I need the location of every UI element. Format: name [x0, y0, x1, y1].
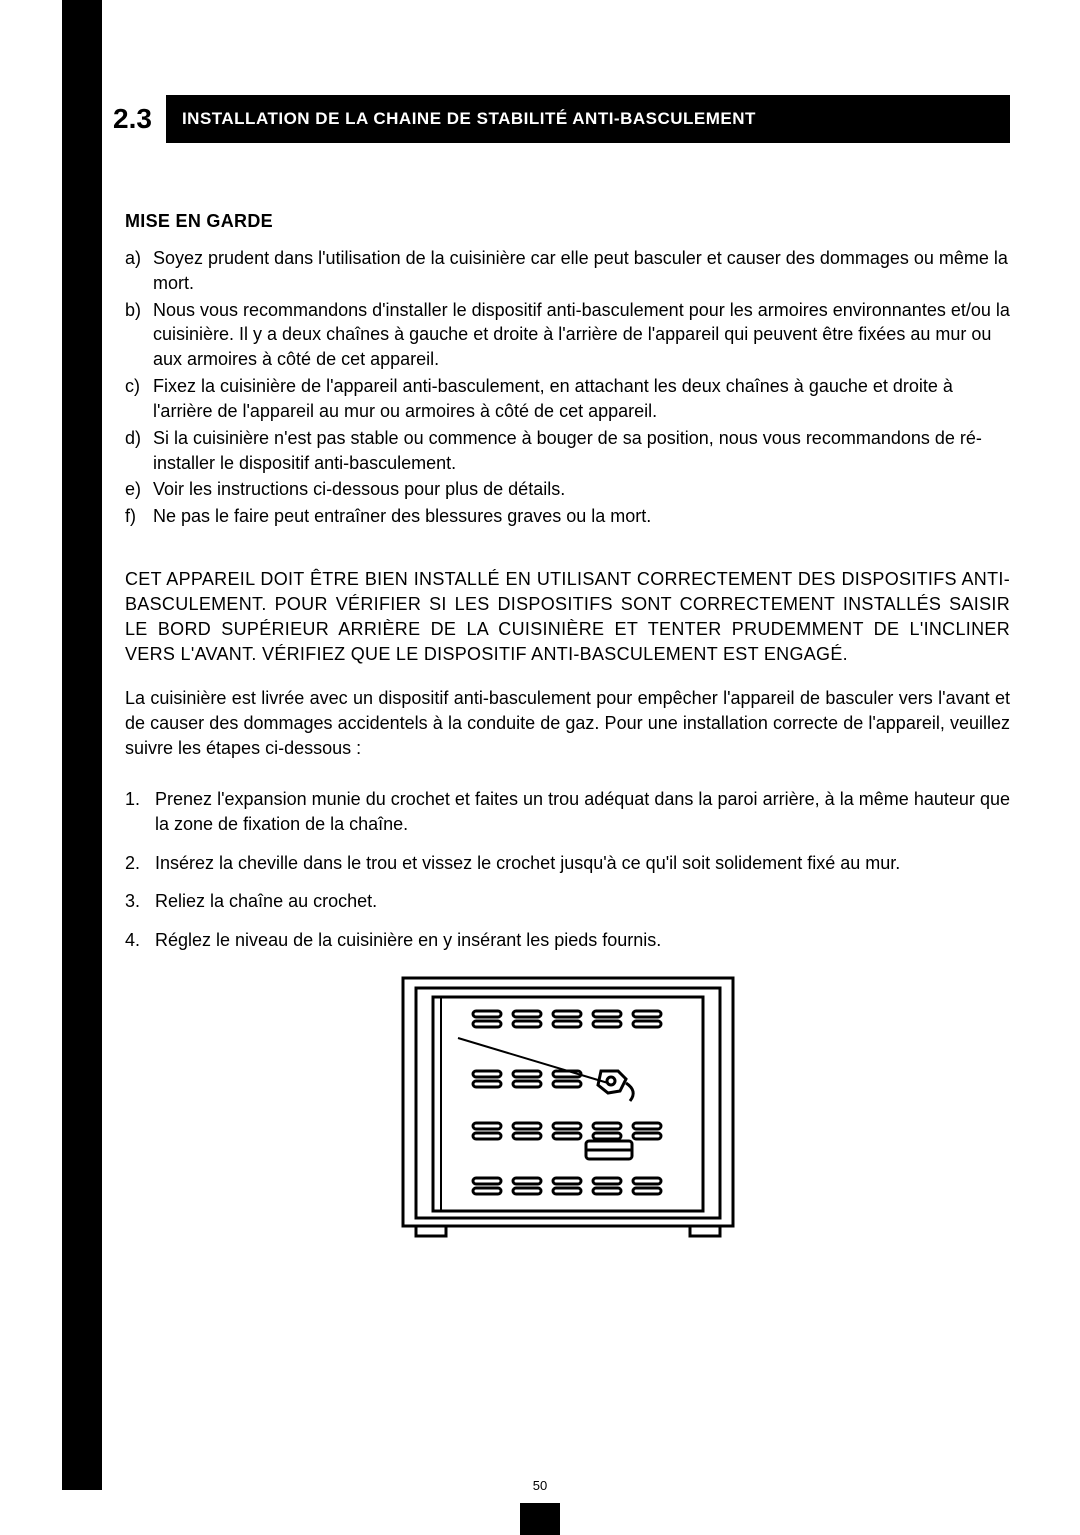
item-text: Ne pas le faire peut entraîner des bless… — [153, 504, 1010, 529]
content-area: 2.3 INSTALLATION DE LA CHAINE DE STABILI… — [125, 95, 1010, 1238]
step-marker: 4. — [125, 928, 155, 953]
step-text: Réglez le niveau de la cuisinière en y i… — [155, 928, 1010, 953]
item-text: Nous vous recommandons d'installer le di… — [153, 298, 1010, 372]
warning-item: c) Fixez la cuisinière de l'appareil ant… — [125, 374, 1010, 424]
warning-item: d) Si la cuisinière n'est pas stable ou … — [125, 426, 1010, 476]
intro-paragraph: La cuisinière est livrée avec un disposi… — [125, 686, 1010, 760]
step-text: Insérez la cheville dans le trou et viss… — [155, 851, 1010, 876]
step-item: 3. Reliez la chaîne au crochet. — [125, 889, 1010, 914]
item-marker: b) — [125, 298, 153, 372]
steps-list: 1. Prenez l'expansion munie du crochet e… — [125, 787, 1010, 953]
warning-item: e) Voir les instructions ci-dessous pour… — [125, 477, 1010, 502]
section-title: INSTALLATION DE LA CHAINE DE STABILITÉ A… — [166, 95, 1010, 143]
section-number: 2.3 — [105, 95, 166, 143]
item-text: Fixez la cuisinière de l'appareil anti-b… — [153, 374, 1010, 424]
warning-item: f) Ne pas le faire peut entraîner des bl… — [125, 504, 1010, 529]
manual-page: 2.3 INSTALLATION DE LA CHAINE DE STABILI… — [0, 0, 1080, 1535]
step-marker: 3. — [125, 889, 155, 914]
item-text: Si la cuisinière n'est pas stable ou com… — [153, 426, 1010, 476]
warning-item: a) Soyez prudent dans l'utilisation de l… — [125, 246, 1010, 296]
item-marker: f) — [125, 504, 153, 529]
item-marker: d) — [125, 426, 153, 476]
step-text: Prenez l'expansion munie du crochet et f… — [155, 787, 1010, 837]
warning-list: a) Soyez prudent dans l'utilisation de l… — [125, 246, 1010, 529]
sidebar-decoration — [62, 0, 102, 1490]
step-item: 1. Prenez l'expansion munie du crochet e… — [125, 787, 1010, 837]
item-marker: a) — [125, 246, 153, 296]
item-text: Voir les instructions ci-dessous pour pl… — [153, 477, 1010, 502]
step-marker: 1. — [125, 787, 155, 837]
bottom-tab-decoration — [520, 1503, 560, 1535]
item-marker: e) — [125, 477, 153, 502]
section-header: 2.3 INSTALLATION DE LA CHAINE DE STABILI… — [105, 95, 1010, 143]
item-marker: c) — [125, 374, 153, 424]
step-text: Reliez la chaîne au crochet. — [155, 889, 1010, 914]
diagram-container — [125, 973, 1010, 1238]
cooker-back-diagram-icon — [398, 973, 738, 1238]
step-marker: 2. — [125, 851, 155, 876]
warning-item: b) Nous vous recommandons d'installer le… — [125, 298, 1010, 372]
warning-heading: MISE EN GARDE — [125, 211, 1010, 232]
step-item: 4. Réglez le niveau de la cuisinière en … — [125, 928, 1010, 953]
caps-warning-paragraph: CET APPAREIL DOIT ÊTRE BIEN INSTALLÉ EN … — [125, 567, 1010, 666]
step-item: 2. Insérez la cheville dans le trou et v… — [125, 851, 1010, 876]
page-number: 50 — [533, 1478, 547, 1493]
item-text: Soyez prudent dans l'utilisation de la c… — [153, 246, 1010, 296]
